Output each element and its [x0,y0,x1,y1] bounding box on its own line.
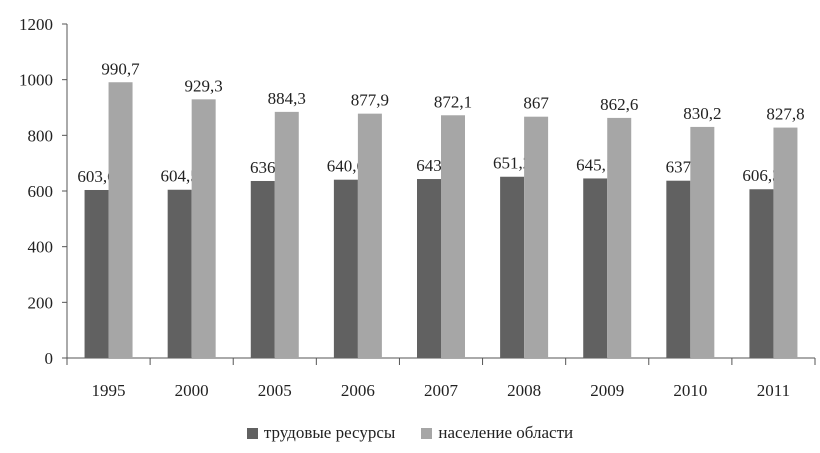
x-tick-label: 2005 [258,381,292,400]
data-label-population: 867 [523,94,549,113]
bar-labor [583,178,608,358]
data-label-labor: 604,5 [161,167,199,186]
bar-population [441,115,465,358]
data-label-labor: 636 [250,158,276,177]
data-label-population: 877,9 [351,91,389,110]
data-label-labor: 640,6 [327,157,365,176]
legend-item-population: население области [421,423,573,443]
bar-population [108,82,133,359]
data-label-population: 872,1 [434,92,472,111]
data-label-population: 862,6 [600,95,638,114]
bar-labor [167,189,192,358]
bar-population [524,116,549,358]
data-label-population: 990,7 [101,59,140,78]
y-tick-label: 1000 [19,71,53,90]
x-tick-label: 2011 [757,381,790,400]
bar-labor [250,180,275,358]
y-tick-label: 1200 [19,15,53,34]
x-tick-label: 2008 [507,381,541,400]
x-tick-label: 1995 [92,381,126,400]
y-tick-label: 400 [28,238,54,257]
y-tick-label: 600 [28,182,54,201]
data-label-population: 830,2 [683,104,721,123]
bar-population [191,99,216,358]
data-label-population: 929,3 [185,76,223,95]
bar-population [274,111,299,358]
data-label-labor: 645,1 [576,155,614,174]
bar-population [607,117,632,358]
y-tick-label: 0 [45,349,54,368]
legend-label-population: население области [438,423,574,442]
bar-labor [500,176,525,358]
x-tick-label: 2009 [590,381,624,400]
bar-population [690,126,715,358]
bar-population [357,113,382,358]
data-label-labor: 606,3 [742,166,780,185]
data-label-population: 884,3 [268,89,306,108]
legend-swatch-population [421,427,433,439]
bar-population [773,127,798,358]
bar-labor [333,179,358,358]
legend-label-labor: трудовые ресурсы [263,423,396,442]
y-tick-label: 200 [28,293,54,312]
bar-labor [84,189,109,358]
x-tick-label: 2006 [341,381,375,400]
data-label-labor: 637 [666,158,692,177]
bar-labor [666,180,691,358]
data-label-labor: 651,2 [493,154,531,173]
data-label-labor: 643 [416,156,442,175]
x-tick-label: 2010 [673,381,707,400]
bar-labor [417,179,441,358]
data-label-population: 827,8 [766,105,804,124]
legend-item-labor: трудовые ресурсы [246,423,396,443]
legend: трудовые ресурсы население области [0,423,820,443]
x-tick-label: 2007 [424,381,459,400]
bar-labor [749,189,774,358]
data-label-labor: 603,6 [77,167,115,186]
x-tick-label: 2000 [175,381,209,400]
y-tick-label: 800 [28,126,54,145]
legend-swatch-labor [246,427,258,439]
